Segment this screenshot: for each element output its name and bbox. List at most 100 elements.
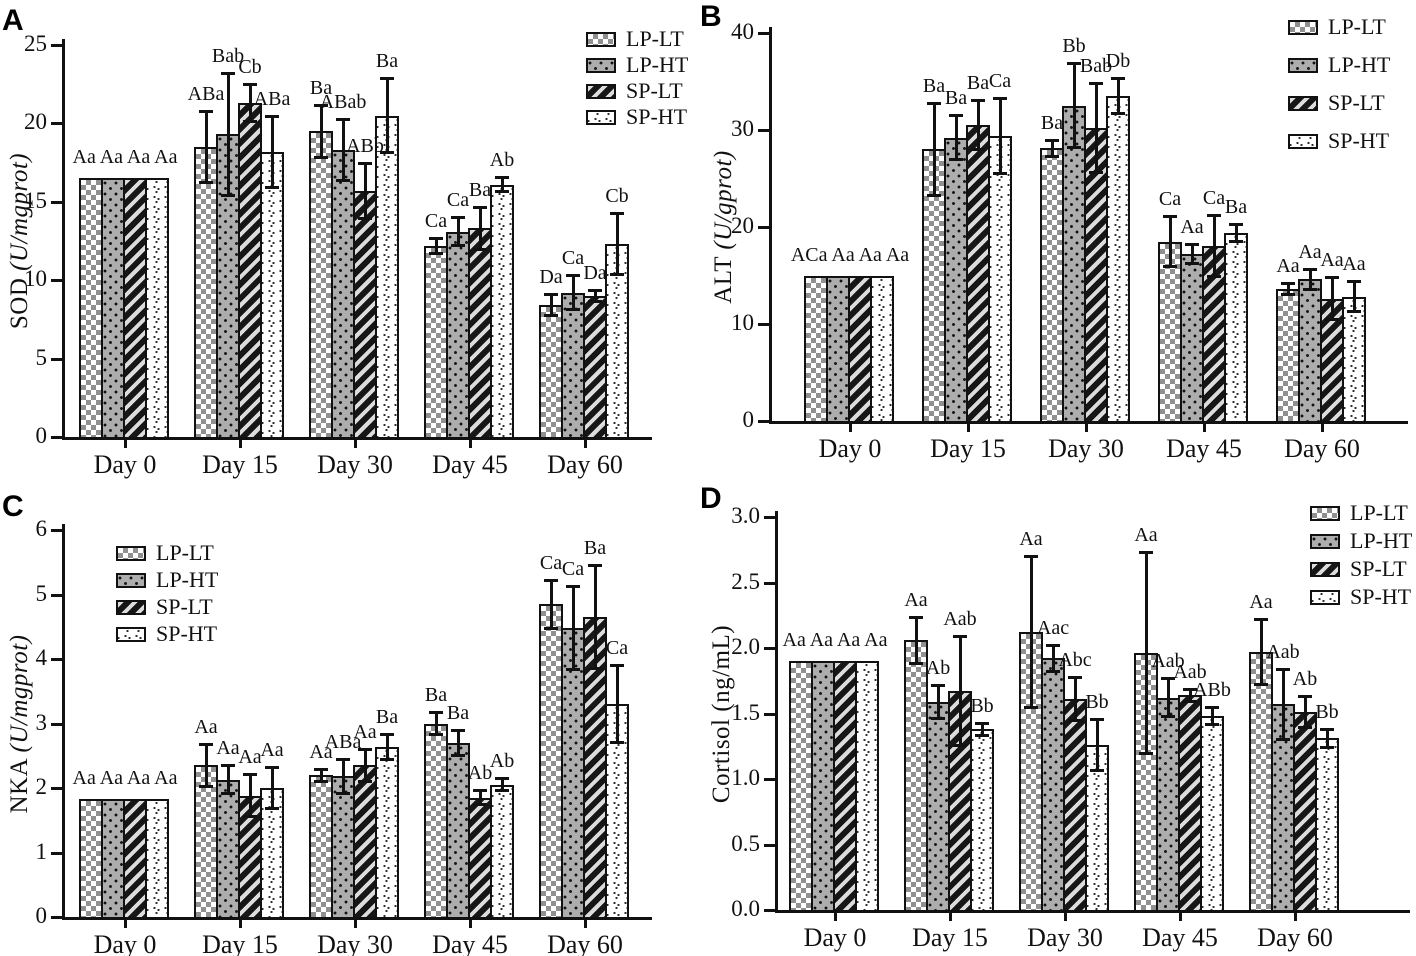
- category-label: Day 45: [432, 930, 508, 956]
- significance-label: Ab: [925, 656, 951, 679]
- significance-label: Ca: [424, 209, 448, 232]
- error-bar-cap-top: [1089, 82, 1103, 86]
- error-bar-line: [1190, 244, 1194, 264]
- error-bar-cap-bottom: [1139, 752, 1153, 756]
- significance-label: Bb: [970, 694, 994, 717]
- error-bar-cap-bottom: [927, 193, 941, 197]
- legend-label: SP-HT: [1328, 128, 1390, 153]
- error-bar-line: [456, 217, 460, 246]
- significance-label: Ca: [988, 69, 1012, 92]
- legend-swatch-lp-ht: [116, 572, 146, 588]
- error-bar-line: [1166, 678, 1170, 718]
- bar: [789, 661, 813, 912]
- error-bar-line: [1050, 139, 1054, 158]
- error-bar-line: [593, 565, 597, 669]
- error-bar-cap-bottom: [265, 185, 279, 189]
- error-bar-cap-top: [1046, 644, 1060, 648]
- legend-label: SP-HT: [156, 621, 218, 646]
- error-bar-cap-bottom: [429, 251, 443, 255]
- y-axis: [775, 511, 778, 913]
- error-bar-cap-bottom: [931, 716, 945, 720]
- error-bar-line: [1116, 77, 1120, 115]
- bar: [1200, 716, 1224, 912]
- error-bar-cap-top: [243, 83, 257, 87]
- significance-label: Ba: [966, 71, 990, 94]
- error-bar-cap-bottom: [1347, 310, 1361, 314]
- error-bar-cap-top: [1303, 267, 1317, 271]
- error-bar-cap-top: [380, 76, 394, 80]
- error-bar-line: [593, 289, 597, 303]
- x-tick: [124, 920, 127, 928]
- bar: [490, 184, 514, 439]
- bar: [424, 723, 448, 919]
- error-bar-cap-top: [610, 211, 624, 215]
- bar: [1085, 744, 1109, 912]
- significance-labels-row: Aa Aa Aa Aa: [72, 146, 178, 169]
- error-bar-line: [615, 665, 619, 743]
- error-bar-line: [1303, 696, 1307, 728]
- significance-label: Aa: [238, 746, 262, 769]
- legend-swatch-lp-lt: [1310, 505, 1340, 521]
- significance-label: Aa: [1320, 249, 1344, 272]
- significance-label: Ba: [583, 537, 607, 560]
- error-bar-cap-top: [451, 728, 465, 732]
- legend-row: LP-HT: [586, 52, 688, 78]
- category-label: Day 60: [547, 930, 623, 956]
- panel-letter: A: [2, 4, 24, 37]
- error-bar-cap-top: [243, 773, 257, 777]
- significance-label: Ab: [467, 761, 493, 784]
- error-bar-cap-bottom: [1183, 699, 1197, 703]
- error-bar-line: [1188, 688, 1192, 702]
- y-tick: [764, 647, 775, 650]
- significance-label: Ab: [489, 750, 515, 773]
- error-bar-cap-top: [1068, 675, 1082, 679]
- error-bar-cap-bottom: [314, 779, 328, 783]
- y-tick-label: 2.5: [731, 568, 760, 594]
- error-bar-line: [1051, 645, 1055, 672]
- error-bar-cap-top: [1320, 728, 1334, 732]
- significance-label: Bb: [1062, 35, 1086, 58]
- y-axis-title-text: ALT: [710, 249, 737, 304]
- error-bar-cap-top: [1185, 243, 1199, 247]
- x-tick: [1179, 913, 1182, 921]
- error-bar-cap-top: [1281, 282, 1295, 286]
- error-bar-cap-top: [971, 98, 985, 102]
- error-bar-line: [1281, 668, 1285, 740]
- legend-row: LP-LT: [1310, 500, 1408, 526]
- legend-swatch-sp-lt: [1310, 561, 1340, 577]
- error-bar-line: [226, 73, 230, 196]
- bar: [1180, 254, 1204, 423]
- bar: [926, 701, 950, 912]
- y-tick-label: 1: [35, 838, 48, 864]
- bar: [1063, 699, 1087, 912]
- y-tick: [758, 32, 769, 35]
- error-bar-cap-bottom: [380, 758, 394, 762]
- significance-label: Ca: [561, 558, 585, 581]
- legend-row: SP-HT: [1288, 128, 1389, 154]
- significance-label: Da: [539, 266, 563, 289]
- y-tick: [764, 712, 775, 716]
- significance-label: ABb: [346, 134, 384, 157]
- bar: [79, 178, 103, 439]
- error-bar-cap-bottom: [993, 171, 1007, 175]
- error-bar-cap-top: [953, 635, 967, 639]
- legend-label: SP-LT: [156, 594, 213, 619]
- legend-swatch-lp-ht: [586, 57, 616, 73]
- bar: [904, 640, 928, 912]
- legend-swatch-sp-ht: [1310, 589, 1340, 605]
- legend-label: LP-LT: [1328, 14, 1386, 39]
- legend-row: SP-HT: [116, 621, 217, 647]
- error-bar-line: [478, 206, 482, 251]
- bar: [424, 245, 448, 439]
- legend-swatch-sp-ht: [1288, 133, 1318, 149]
- bar: [539, 305, 563, 439]
- x-tick: [834, 913, 837, 921]
- y-tick-label: 40: [731, 19, 754, 44]
- bar: [1019, 632, 1043, 912]
- error-bar-line: [248, 774, 252, 818]
- error-bar-cap-top: [495, 777, 509, 781]
- bar: [1106, 96, 1130, 423]
- legend-row: SP-LT: [116, 594, 213, 620]
- bar: [870, 276, 894, 423]
- bar: [1156, 697, 1180, 912]
